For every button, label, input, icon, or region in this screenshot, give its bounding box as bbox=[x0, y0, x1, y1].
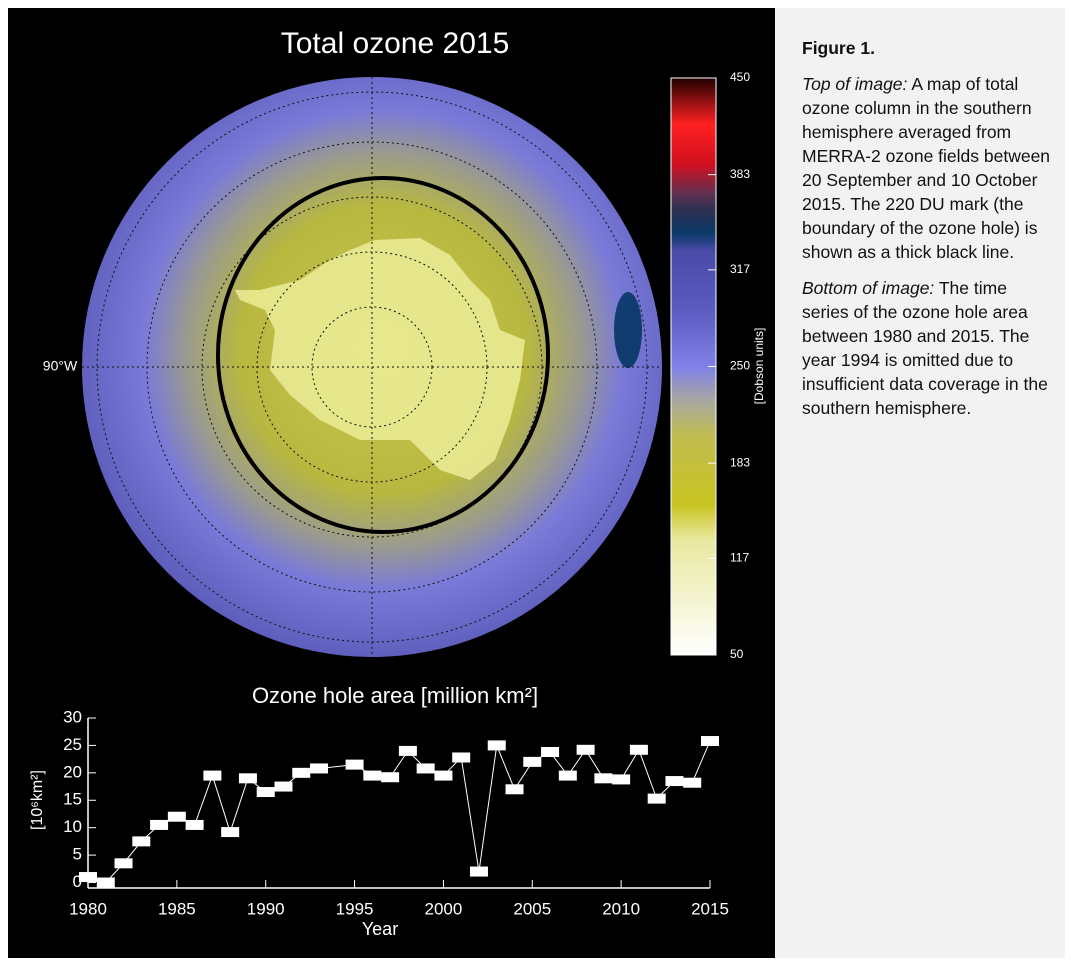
colorbar-tick-label: 50 bbox=[730, 647, 744, 661]
graticule bbox=[82, 77, 662, 657]
y-tick-label: 20 bbox=[63, 762, 82, 781]
marker bbox=[647, 793, 666, 804]
caption-text: The time series of the ozone hole area b… bbox=[802, 278, 1048, 418]
marker bbox=[576, 744, 595, 755]
marker bbox=[150, 819, 169, 830]
x-tick-label: 1995 bbox=[336, 899, 374, 918]
marker bbox=[541, 747, 560, 757]
marker bbox=[701, 736, 719, 747]
caption-title: Figure 1. bbox=[802, 38, 875, 58]
colorbar-tick-label: 383 bbox=[730, 167, 750, 181]
marker bbox=[238, 773, 257, 784]
marker bbox=[96, 877, 115, 888]
x-axis-label: Year bbox=[362, 919, 398, 939]
marker bbox=[594, 773, 613, 784]
marker bbox=[363, 770, 382, 781]
colorbar-tick-label: 183 bbox=[730, 455, 750, 469]
antarctica bbox=[235, 238, 525, 480]
y-tick-label: 15 bbox=[63, 790, 82, 809]
marker bbox=[167, 811, 186, 822]
ozone-hole-boundary bbox=[216, 176, 550, 534]
marker bbox=[629, 744, 648, 755]
caption-lead: Bottom of image: bbox=[802, 278, 935, 298]
caption-paragraph: Bottom of image: The time series of the … bbox=[802, 276, 1051, 420]
meridian-label: 90°W bbox=[43, 358, 78, 374]
marker bbox=[452, 752, 471, 763]
x-tick-label: 2010 bbox=[602, 899, 640, 918]
x-tick-label: 2005 bbox=[513, 899, 551, 918]
x-tick-label: 1980 bbox=[69, 899, 107, 918]
marker bbox=[381, 772, 400, 783]
marker bbox=[558, 770, 577, 781]
y-axis-label: [10⁶km²] bbox=[29, 770, 46, 830]
marker bbox=[398, 745, 417, 756]
marker bbox=[221, 827, 240, 838]
marker bbox=[79, 872, 97, 883]
marker bbox=[185, 819, 204, 830]
marker bbox=[683, 777, 702, 788]
marker bbox=[132, 836, 151, 847]
marker bbox=[612, 774, 631, 785]
x-tick-label: 2000 bbox=[425, 899, 463, 918]
ozone-maximum bbox=[614, 292, 642, 368]
marker bbox=[487, 740, 506, 751]
y-tick-label: 30 bbox=[63, 707, 82, 726]
x-tick-label: 1985 bbox=[158, 899, 196, 918]
colorbar-tick-label: 317 bbox=[730, 262, 750, 276]
x-tick-label: 1990 bbox=[247, 899, 285, 918]
marker bbox=[434, 770, 453, 781]
marker bbox=[274, 781, 293, 792]
marker bbox=[469, 866, 488, 877]
colorbar-tick-label: 250 bbox=[730, 359, 750, 373]
marker bbox=[523, 756, 542, 767]
marker bbox=[665, 776, 684, 787]
marker bbox=[292, 767, 311, 778]
caption-text: A map of total ozone column in the south… bbox=[802, 74, 1051, 262]
marker bbox=[416, 763, 435, 774]
y-tick-label: 5 bbox=[73, 845, 82, 864]
marker bbox=[505, 784, 524, 795]
colorbar-label: [Dobson units] bbox=[752, 328, 766, 405]
marker bbox=[310, 763, 329, 774]
x-tick-label: 2015 bbox=[691, 899, 729, 918]
marker bbox=[256, 787, 275, 798]
chart-title: Ozone hole area [million km²] bbox=[252, 683, 538, 708]
marker bbox=[203, 770, 222, 781]
marker bbox=[345, 759, 364, 770]
colorbar-tick-label: 450 bbox=[730, 70, 750, 84]
caption-lead: Top of image: bbox=[802, 74, 908, 94]
marker bbox=[114, 858, 133, 869]
y-tick-label: 25 bbox=[63, 735, 82, 754]
caption-paragraph: Top of image: A map of total ozone colum… bbox=[802, 72, 1051, 264]
y-tick-label: 0 bbox=[73, 872, 82, 891]
colorbar-tick-label: 117 bbox=[730, 551, 749, 565]
y-tick-label: 10 bbox=[63, 817, 82, 836]
figure-panel: 90°W Total ozone 2015 [Dobson units] Ozo… bbox=[8, 8, 775, 958]
map-title: Total ozone 2015 bbox=[281, 27, 510, 60]
caption: Figure 1. Top of image: A map of total o… bbox=[775, 8, 1065, 958]
